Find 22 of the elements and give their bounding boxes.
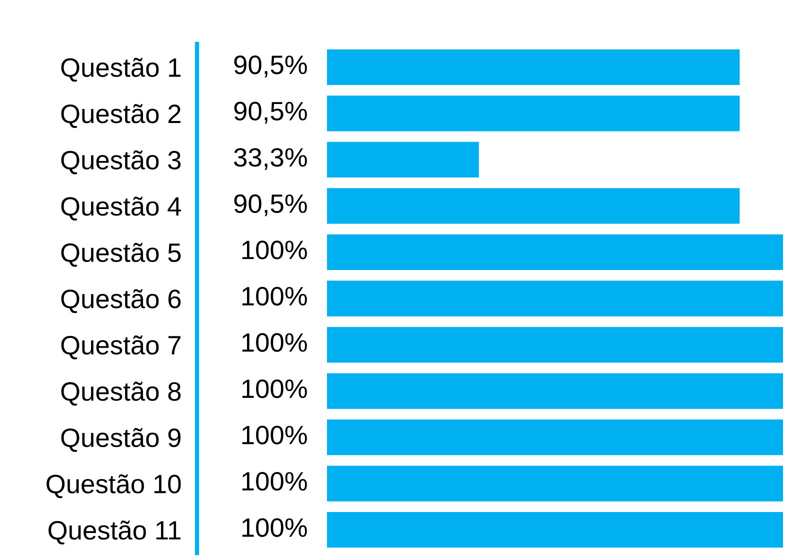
data-label: 90,5% — [234, 56, 307, 78]
y-tick-label: Questão 1 — [61, 58, 180, 82]
data-label: 100% — [242, 333, 307, 352]
y-tick-label: Questão 7 — [61, 335, 180, 360]
y-tick-label: Questão 10 — [46, 474, 181, 498]
y-tick-label: Questão 8 — [61, 382, 181, 406]
y-tick-label: Questão 11 — [48, 520, 180, 544]
data-label: 100% — [242, 426, 307, 444]
data-label: 100% — [242, 379, 307, 398]
data-label: 100% — [242, 240, 307, 260]
data-label: 33,3% — [234, 148, 307, 170]
y-tick-label: Questão 4 — [61, 196, 181, 220]
y-tick-label: Questão 9 — [61, 428, 181, 452]
y-tick-label: Questão 2 — [61, 104, 180, 128]
data-label: 90,5% — [234, 102, 307, 124]
data-label: 90,5% — [234, 194, 307, 216]
y-tick-label: Questão 3 — [61, 150, 181, 174]
data-label: 100% — [242, 518, 307, 537]
data-label: 100% — [242, 472, 307, 491]
y-tick-label: Questão 6 — [61, 289, 181, 314]
y-tick-label: Questão 5 — [61, 242, 181, 267]
data-label: 100% — [242, 286, 307, 306]
